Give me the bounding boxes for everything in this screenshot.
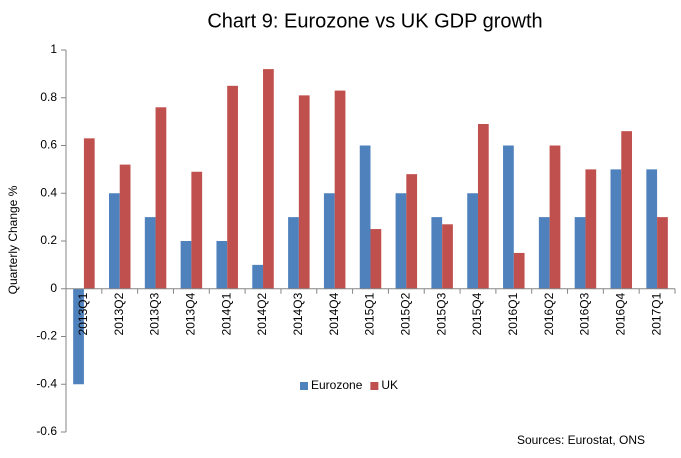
bar — [119, 164, 131, 289]
x-tick-label: 2013Q2 — [112, 292, 126, 335]
bar — [431, 217, 443, 289]
y-tick-label: 1 — [50, 42, 57, 56]
x-tick-label: 2017Q1 — [649, 292, 663, 335]
x-tick-label: 2014Q1 — [219, 292, 233, 335]
bar — [538, 217, 550, 289]
bar — [227, 85, 238, 289]
source-note: Sources: Eurostat, ONS — [517, 433, 645, 447]
x-tick-label: 2016Q2 — [542, 292, 556, 335]
x-tick-label: 2016Q4 — [613, 292, 627, 335]
bar — [252, 264, 264, 289]
bar — [263, 69, 274, 289]
bar — [298, 95, 310, 289]
bar — [323, 193, 335, 289]
y-tick-label: 0.6 — [40, 138, 57, 152]
legend-label: Eurozone — [311, 378, 363, 392]
bar — [646, 169, 658, 289]
bar — [180, 241, 192, 289]
bar — [108, 193, 120, 289]
y-tick-label: 0.4 — [40, 185, 57, 199]
bar — [585, 169, 597, 289]
bar — [477, 124, 489, 289]
bar — [574, 217, 586, 289]
y-tick-label: 0 — [50, 281, 57, 295]
legend-swatch — [370, 382, 379, 390]
bar — [549, 145, 561, 289]
bar — [370, 229, 382, 289]
x-tick-label: 2014Q4 — [327, 292, 341, 335]
x-tick-label: 2015Q2 — [398, 292, 412, 335]
y-axis-label: Quarterly Change % — [6, 185, 20, 294]
legend-swatch — [300, 382, 308, 390]
x-tick-label: 2015Q3 — [434, 292, 448, 335]
bar — [288, 217, 299, 289]
bar — [513, 252, 525, 289]
x-tick-label: 2016Q1 — [506, 292, 520, 335]
bar — [395, 193, 407, 289]
bar — [359, 145, 371, 289]
y-tick-label: -0.6 — [36, 424, 57, 438]
bar — [442, 224, 453, 289]
bar — [334, 90, 346, 289]
x-tick-label: 2014Q3 — [291, 292, 305, 335]
x-tick-label: 2015Q4 — [470, 292, 484, 335]
y-tick-label: -0.2 — [36, 329, 57, 343]
bar — [73, 288, 84, 385]
y-tick-label: 0.8 — [40, 90, 57, 104]
x-tick-label: 2016Q3 — [578, 292, 592, 335]
bar — [657, 217, 668, 289]
legend-label: UK — [381, 378, 398, 392]
x-tick-label: 2015Q1 — [363, 292, 377, 335]
y-tick-label: 0.2 — [40, 233, 57, 247]
chart-title: Chart 9: Eurozone vs UK GDP growth — [207, 10, 542, 32]
bar — [83, 138, 95, 289]
x-tick-label: 2013Q3 — [148, 292, 162, 335]
bar — [610, 169, 622, 289]
bar — [503, 145, 514, 289]
bar — [216, 241, 228, 289]
bar — [144, 217, 156, 289]
bar — [406, 174, 418, 289]
bar — [155, 107, 167, 289]
bar — [621, 131, 633, 289]
x-tick-label: 2013Q1 — [76, 292, 90, 335]
x-tick-label: 2013Q4 — [184, 292, 198, 335]
y-tick-label: -0.4 — [36, 376, 57, 390]
bar — [467, 193, 478, 289]
bar — [191, 171, 203, 289]
x-tick-label: 2014Q2 — [255, 292, 269, 335]
